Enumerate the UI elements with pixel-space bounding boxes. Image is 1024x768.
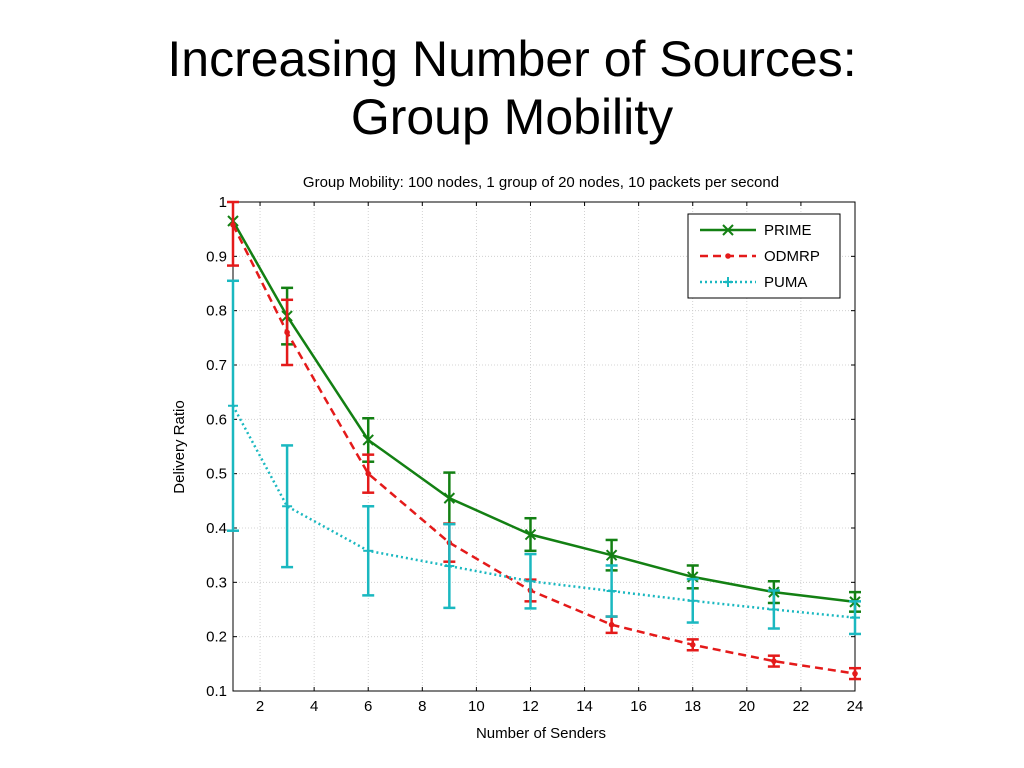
slide-title: Increasing Number of Sources: Group Mobi…: [0, 30, 1024, 146]
error-bar: [227, 200, 239, 267]
point-marker: [771, 658, 777, 664]
x-tick-label: 6: [364, 698, 372, 715]
point-marker: [768, 604, 779, 615]
y-tick-label: 0.2: [206, 629, 227, 646]
x-tick-label: 4: [310, 698, 318, 715]
series-puma: [227, 279, 861, 636]
point-marker: [608, 621, 615, 628]
legend-entry: ODMRP: [700, 248, 820, 265]
slide-title-line2: Group Mobility: [350, 89, 674, 145]
point-marker: [362, 434, 374, 446]
x-tick-label: 16: [630, 698, 647, 715]
y-tick-label: 0.3: [206, 574, 227, 591]
y-tick-label: 0.6: [206, 411, 227, 428]
legend-entry: PUMA: [700, 274, 807, 291]
series-line: [231, 405, 856, 619]
y-tick-label: 0.7: [206, 357, 227, 374]
point-marker: [444, 561, 455, 572]
point-marker: [850, 612, 860, 623]
x-tick-label: 18: [684, 698, 701, 715]
x-tick-label: 14: [576, 698, 593, 715]
y-tick-label: 0.5: [206, 466, 227, 483]
point-marker: [363, 545, 374, 556]
x-tick-label: 20: [738, 698, 755, 715]
point-marker: [284, 329, 290, 336]
point-marker: [687, 595, 698, 606]
point-marker: [443, 492, 456, 504]
y-tick-label: 0.8: [206, 303, 227, 320]
x-axis-label: Number of Senders: [476, 725, 606, 742]
y-tick-label: 1: [219, 194, 227, 211]
x-tick-label: 24: [847, 698, 864, 715]
point-marker: [606, 586, 617, 597]
point-marker: [282, 501, 293, 512]
point-marker: [228, 400, 238, 411]
x-tick-label: 10: [468, 698, 485, 715]
series: [227, 200, 861, 681]
point-marker: [689, 642, 696, 648]
x-tick-label: 8: [418, 698, 426, 715]
legend-entry: PRIME: [700, 222, 812, 239]
point-marker: [230, 222, 236, 228]
point-marker: [525, 576, 536, 587]
point-marker: [524, 528, 537, 541]
legend-label: PUMA: [764, 274, 807, 291]
y-tick-label: 0.9: [206, 248, 227, 265]
legend: PRIME ODMRP PUMA: [687, 213, 841, 299]
x-tick-label: 2: [256, 698, 264, 715]
legend-label: PRIME: [764, 222, 812, 239]
y-tick-label: 0.4: [206, 520, 227, 537]
chart-title: Group Mobility: 100 nodes, 1 group of 20…: [303, 174, 779, 191]
x-tick-label: 12: [522, 698, 539, 715]
point-marker: [852, 670, 858, 677]
legend-label: ODMRP: [764, 248, 820, 265]
x-tick-label: 22: [793, 698, 810, 715]
y-tick-label: 0.1: [206, 683, 227, 700]
point-marker: [365, 470, 372, 477]
point-marker: [723, 277, 733, 287]
point-marker: [605, 549, 618, 561]
y-axis-label: Delivery Ratio: [171, 400, 188, 493]
point-marker: [722, 224, 734, 236]
axis-ticks: 2 4 6 8 10 12 14 16 18 20 22 240.10.20.30.40.50.60.…: [206, 194, 863, 715]
point-marker: [725, 253, 731, 259]
slide-title-line1: Increasing Number of Sources:: [167, 31, 857, 87]
